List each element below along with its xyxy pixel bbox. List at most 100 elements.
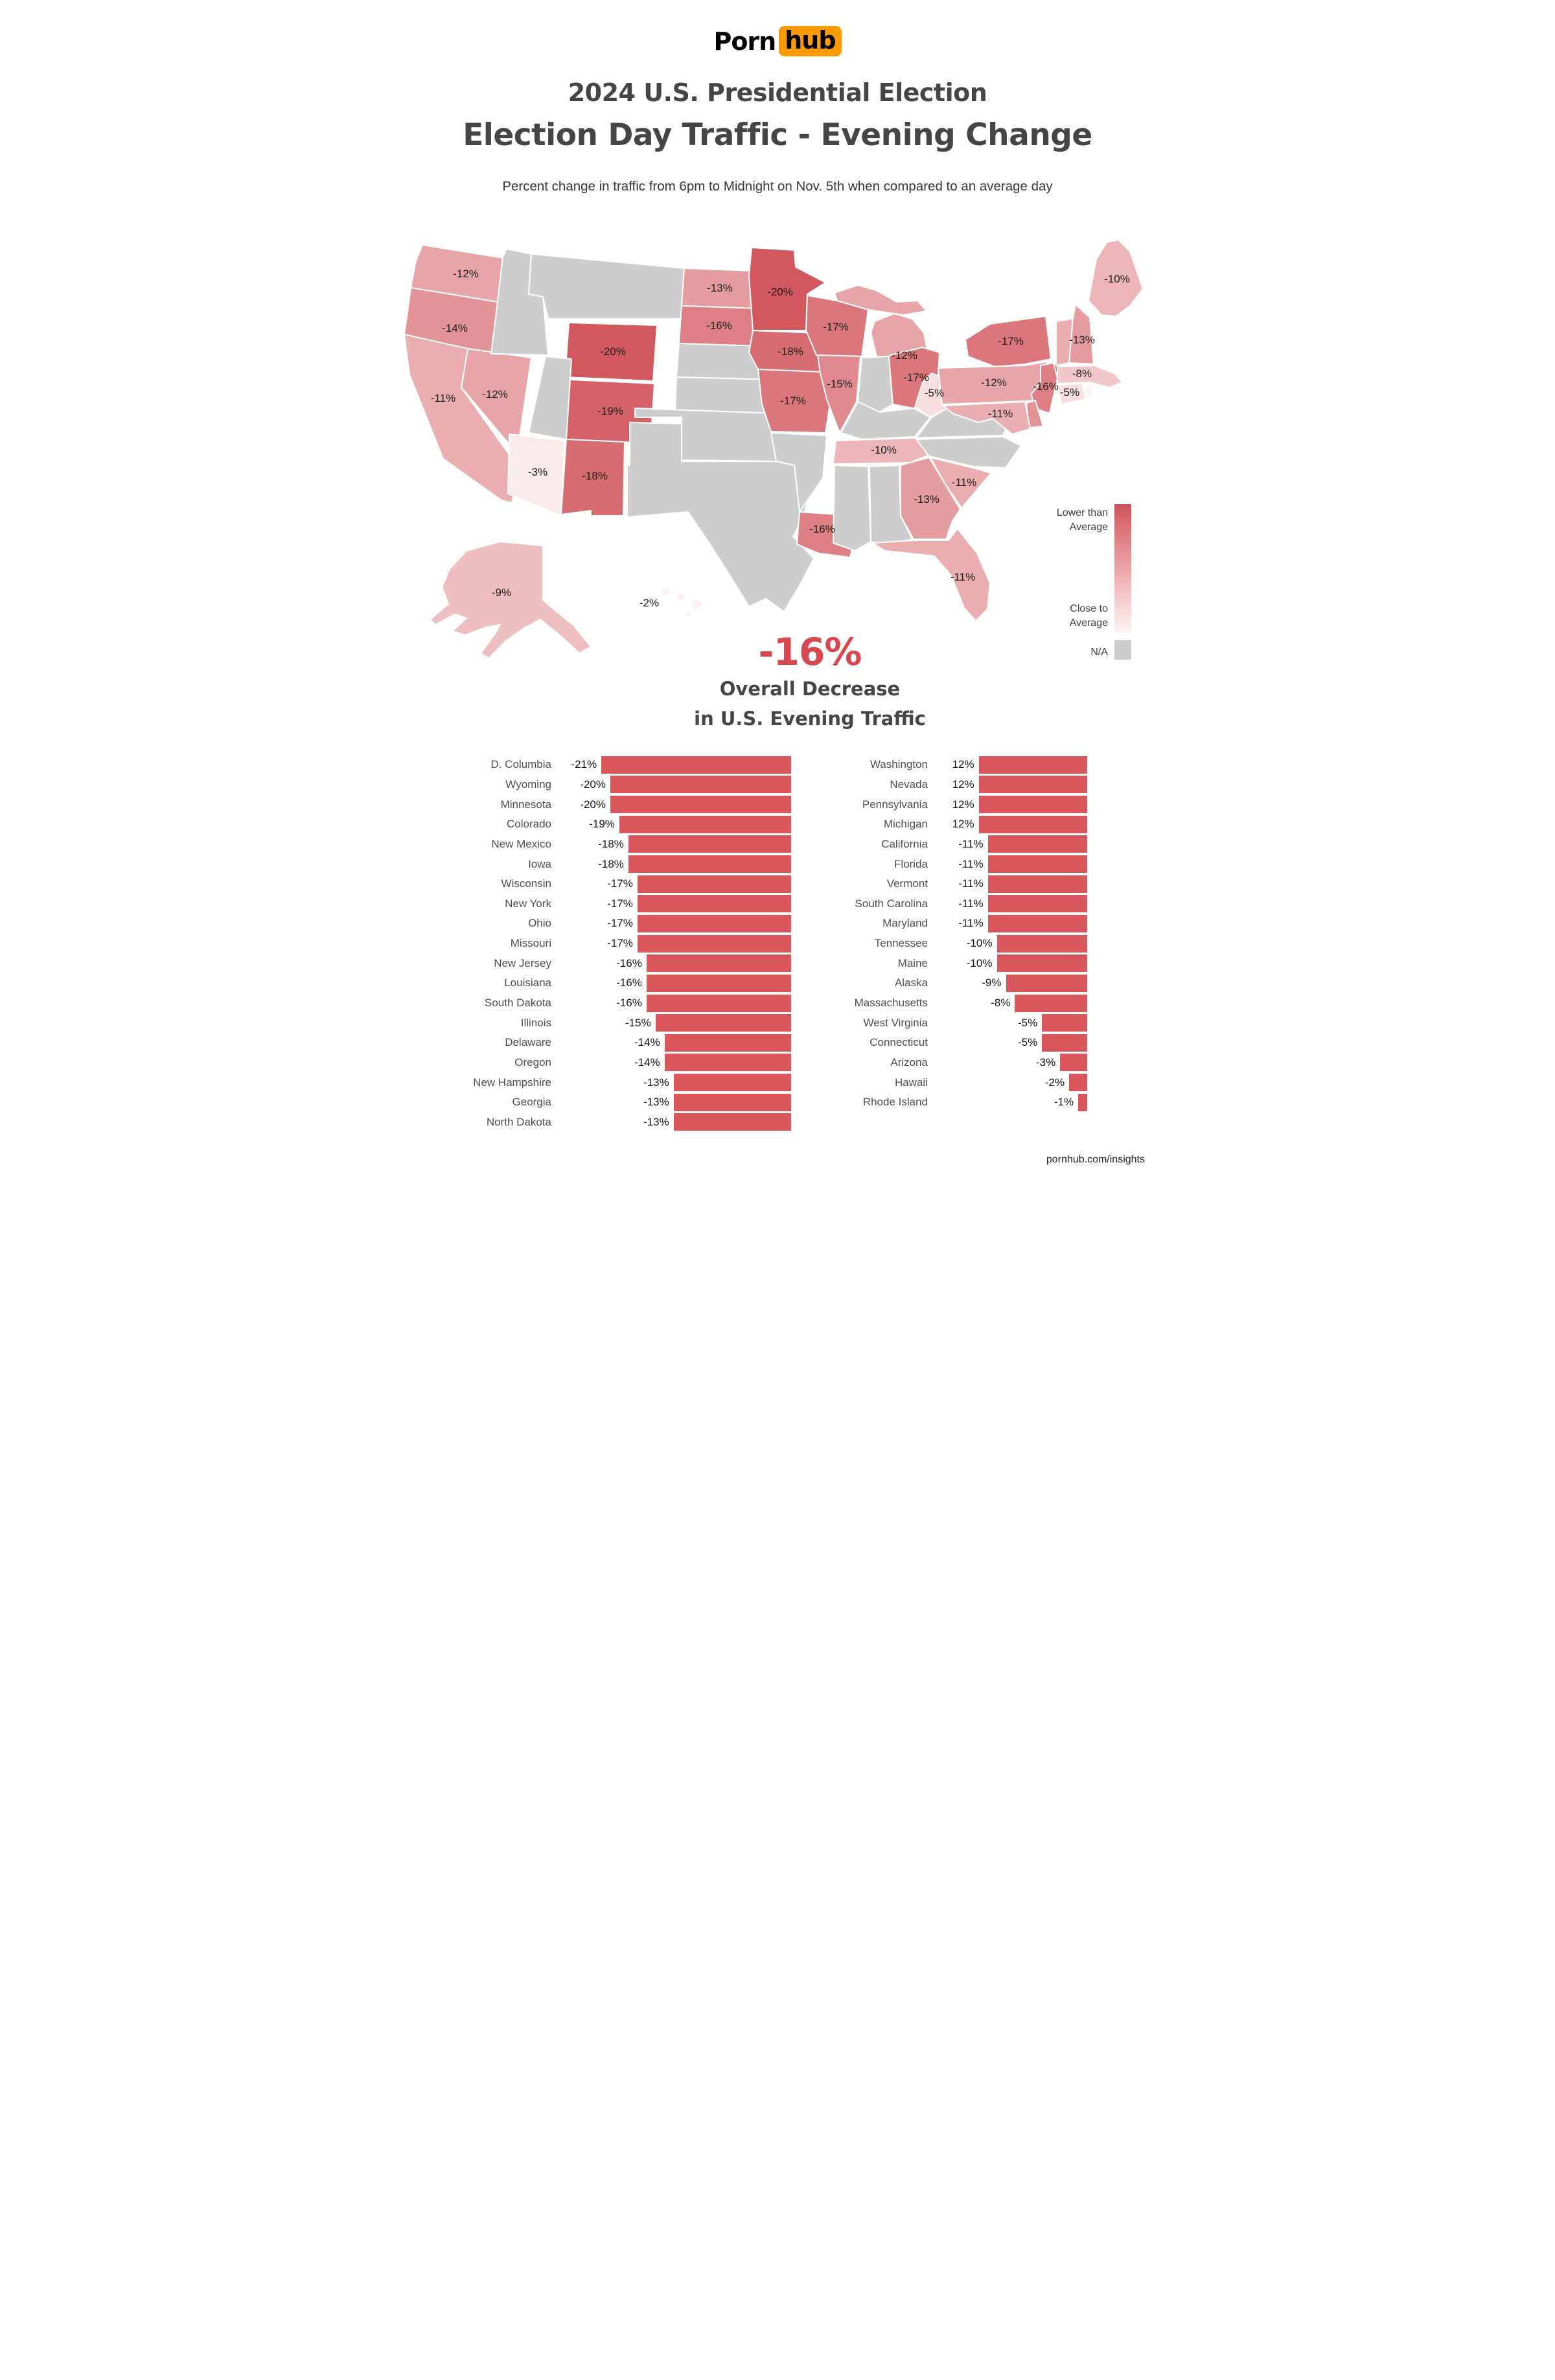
bar-row: New Hampshire -13% <box>428 1072 791 1092</box>
legend-lower-label-2: Average <box>1070 522 1108 533</box>
logo-word-porn: Porn <box>713 27 776 56</box>
state-value: -20% <box>580 778 606 791</box>
overall-caption-line1: Overall Decrease <box>719 678 901 700</box>
state-label-MI: -12% <box>892 349 917 362</box>
overall-value: -16% <box>758 630 862 674</box>
bar-zone: 12% <box>928 794 1087 815</box>
state-label-OR: -14% <box>442 322 468 334</box>
state-name: Oregon <box>514 1056 551 1069</box>
legend-na-label: N/A <box>1090 647 1108 658</box>
bar-zone: -10% <box>928 934 1087 954</box>
state-name: California <box>881 837 928 850</box>
bar-zone: -1% <box>928 1092 1087 1113</box>
bar-row: Connecticut -5% <box>803 1033 1087 1053</box>
bar-row: Michigan 12% <box>803 815 1087 835</box>
state-value: -17% <box>607 917 633 930</box>
infographic-page: Porn hub 2024 U.S. Presidential Election… <box>389 0 1166 1190</box>
bar-row: Washington 12% <box>803 755 1087 775</box>
state-name: New Mexico <box>491 837 551 850</box>
bar-row: North Dakota -13% <box>428 1113 791 1133</box>
bar-zone: -11% <box>928 914 1087 934</box>
state-value: -13% <box>643 1115 669 1128</box>
value-bar <box>628 835 791 853</box>
state-name: Florida <box>894 857 928 870</box>
state-name: Ohio <box>528 917 551 930</box>
state-shape-MT <box>528 253 685 319</box>
state-shape-FL <box>871 528 991 621</box>
state-name: South Carolina <box>855 897 928 910</box>
us-choropleth-map: -12% -14% -11% -12% -20% -19% -3% -18% -13% -16% -… <box>404 237 1149 662</box>
state-label-FL: -11% <box>950 571 975 583</box>
footer-link[interactable]: pornhub.com/insights <box>1046 1154 1145 1165</box>
bar-zone: -10% <box>928 953 1087 973</box>
state-label-LA: -16% <box>809 523 835 535</box>
state-value: -14% <box>634 1036 660 1049</box>
state-value: -10% <box>966 956 993 969</box>
bar-zone: -19% <box>551 815 791 835</box>
value-bar <box>610 776 791 794</box>
state-label-IA: -18% <box>778 345 803 358</box>
bar-row: Rhode Island -1% <box>803 1092 1087 1113</box>
state-name: Colorado <box>507 818 551 831</box>
state-label-WY: -20% <box>600 345 626 358</box>
state-shape-ME <box>1088 239 1144 317</box>
bar-zone: -20% <box>551 775 791 795</box>
state-label-GA: -13% <box>914 493 939 505</box>
state-value: -16% <box>616 956 642 969</box>
value-bar <box>610 796 791 814</box>
state-name: Missouri <box>510 937 551 950</box>
state-name: New Hampshire <box>473 1076 551 1089</box>
value-bar <box>646 974 791 992</box>
state-label-MA: -8% <box>1072 367 1092 380</box>
value-bar <box>1042 1014 1087 1032</box>
bar-row: Vermont -11% <box>803 874 1087 894</box>
state-shape-MA <box>1057 365 1123 388</box>
state-label-NV: -12% <box>482 388 508 400</box>
bar-row: Hawaii -2% <box>803 1072 1087 1092</box>
legend-lower-label: Lower than <box>1057 507 1108 518</box>
state-shape-AZ <box>507 433 566 516</box>
state-label-PA: -12% <box>981 376 1007 389</box>
legend-close-label: Close to <box>1070 603 1108 614</box>
state-value: 12% <box>952 778 974 791</box>
state-value: -20% <box>580 798 606 811</box>
bar-row: New Mexico -18% <box>428 835 791 855</box>
state-name: West Virginia <box>863 1016 928 1029</box>
state-label-SC: -11% <box>952 476 976 489</box>
bar-zone: -18% <box>551 835 791 855</box>
value-bar <box>637 875 791 893</box>
state-shape-MI-upper <box>834 284 927 316</box>
page-title: Election Day Traffic - Evening Change <box>463 117 1092 153</box>
state-shape-MD <box>943 401 1031 435</box>
state-shape-AK <box>430 541 592 659</box>
value-bar <box>1078 1093 1087 1111</box>
value-bar <box>637 934 791 953</box>
state-value: -16% <box>616 976 642 989</box>
value-bar <box>664 1054 791 1072</box>
state-label-NH: -13% <box>1069 334 1095 346</box>
state-value: -5% <box>1017 1036 1038 1049</box>
state-value: -13% <box>643 1096 669 1109</box>
value-bar <box>1060 1054 1087 1072</box>
value-bar <box>987 835 1087 853</box>
state-shape-NY <box>965 316 1052 367</box>
bar-zone: 12% <box>928 775 1087 795</box>
bar-row: New Jersey -16% <box>428 953 791 973</box>
state-name: Maryland <box>882 917 928 930</box>
state-value: -11% <box>958 877 984 890</box>
bar-row: Massachusetts -8% <box>803 993 1087 1013</box>
value-bar <box>978 815 1087 833</box>
state-name: Arizona <box>890 1056 928 1069</box>
state-value: -16% <box>616 997 642 1009</box>
state-value: -10% <box>966 937 993 950</box>
state-shape-HI-4 <box>684 610 693 618</box>
state-value: -11% <box>958 837 984 850</box>
value-bar <box>637 914 791 932</box>
state-name: Michigan <box>883 818 928 831</box>
state-label-NM: -18% <box>582 470 608 482</box>
state-label-NJ: -16% <box>1033 380 1059 393</box>
state-label-WI: -17% <box>823 321 849 333</box>
state-shape-NH <box>1068 304 1094 365</box>
state-name: South Dakota <box>484 997 551 1009</box>
state-value: 12% <box>952 758 974 771</box>
